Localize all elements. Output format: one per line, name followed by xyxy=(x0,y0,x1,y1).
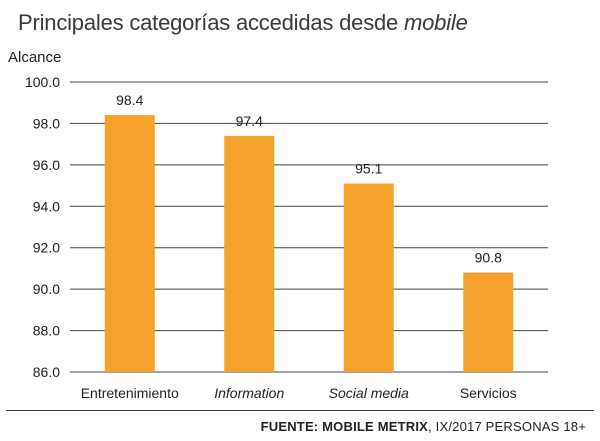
y-tick-label: 98.0 xyxy=(33,115,60,131)
footer-divider xyxy=(6,410,594,411)
y-axis-label: Alcance xyxy=(8,49,61,66)
y-tick-label: 88.0 xyxy=(33,323,60,339)
bar-value-label: 90.8 xyxy=(475,250,502,266)
x-category-label: Servicios xyxy=(460,385,517,401)
y-tick-label: 100.0 xyxy=(25,74,60,90)
x-category-label: Social media xyxy=(329,385,409,401)
x-category-label: Entretenimiento xyxy=(81,385,179,401)
bar-value-label: 97.4 xyxy=(236,113,263,129)
source-note: FUENTE: MOBILE METRIX, IX/2017 PERSONAS … xyxy=(260,419,586,434)
y-tick-label: 94.0 xyxy=(33,198,60,214)
bar-value-label: 95.1 xyxy=(355,161,382,177)
bar-value-label: 98.4 xyxy=(116,92,143,108)
bar xyxy=(343,183,394,372)
x-category-label: Information xyxy=(214,385,284,401)
bar xyxy=(104,115,155,373)
y-tick-label: 92.0 xyxy=(33,240,60,256)
chart-title: Principales categorías accedidas desde m… xyxy=(18,10,468,35)
bar xyxy=(463,272,514,372)
y-tick-label: 96.0 xyxy=(33,157,60,173)
y-tick-label: 86.0 xyxy=(33,364,60,380)
y-tick-label: 90.0 xyxy=(33,281,60,297)
bar xyxy=(224,135,275,372)
